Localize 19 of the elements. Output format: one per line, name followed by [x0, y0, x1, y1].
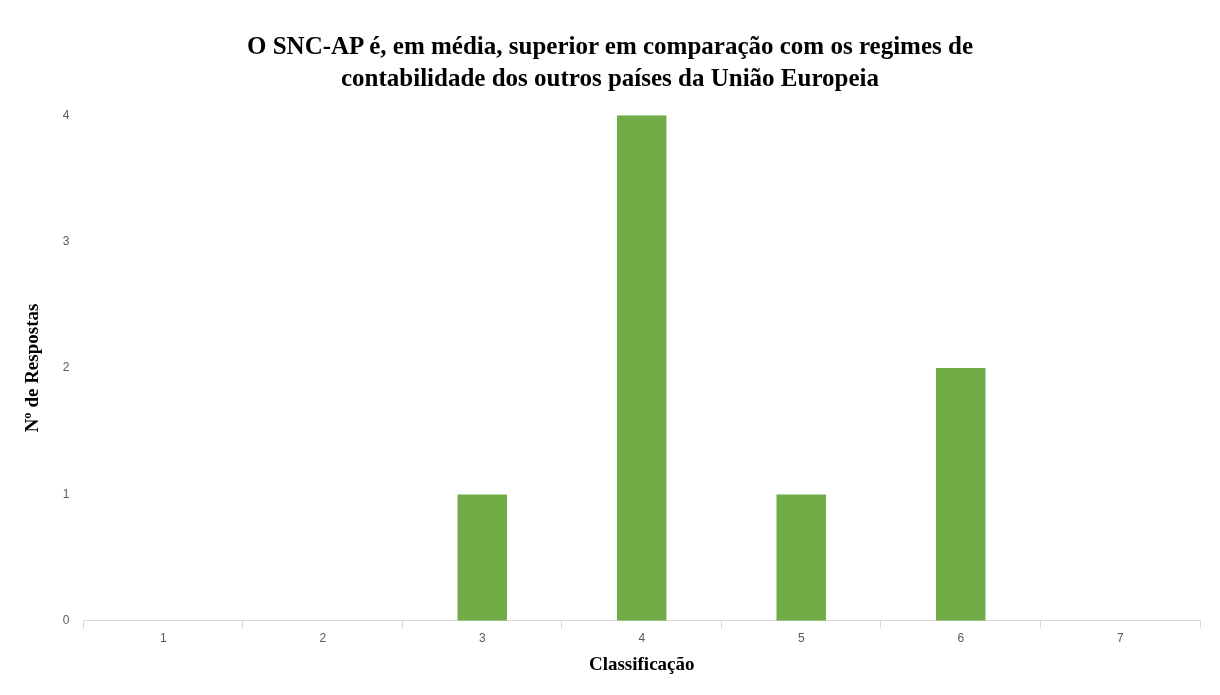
y-tick-label: 0 [62, 613, 70, 628]
x-tick-label: 2 [319, 631, 327, 646]
y-tick-label: 1 [62, 486, 70, 501]
x-tick-label: 7 [1116, 631, 1124, 646]
x-tick-label: 3 [478, 631, 486, 646]
x-tick-label: 5 [797, 631, 805, 646]
x-tick-label: 4 [638, 631, 646, 646]
x-tick-label: 1 [159, 631, 167, 646]
x-tick-label: 6 [957, 631, 965, 646]
bar [457, 494, 507, 621]
x-axis-title: Classificação [588, 652, 695, 674]
y-tick-label: 4 [62, 107, 70, 122]
bar [776, 494, 826, 621]
bar [617, 115, 667, 621]
chart-title: O SNC-AP é, em média, superior em comparação com os regimes de contabilidade dos outros países da União Europeia [246, 31, 974, 93]
bar [936, 368, 986, 621]
y-tick-label: 3 [62, 233, 70, 248]
y-axis-title: Nº de Respostas [21, 303, 43, 433]
y-tick-label: 2 [62, 360, 70, 375]
